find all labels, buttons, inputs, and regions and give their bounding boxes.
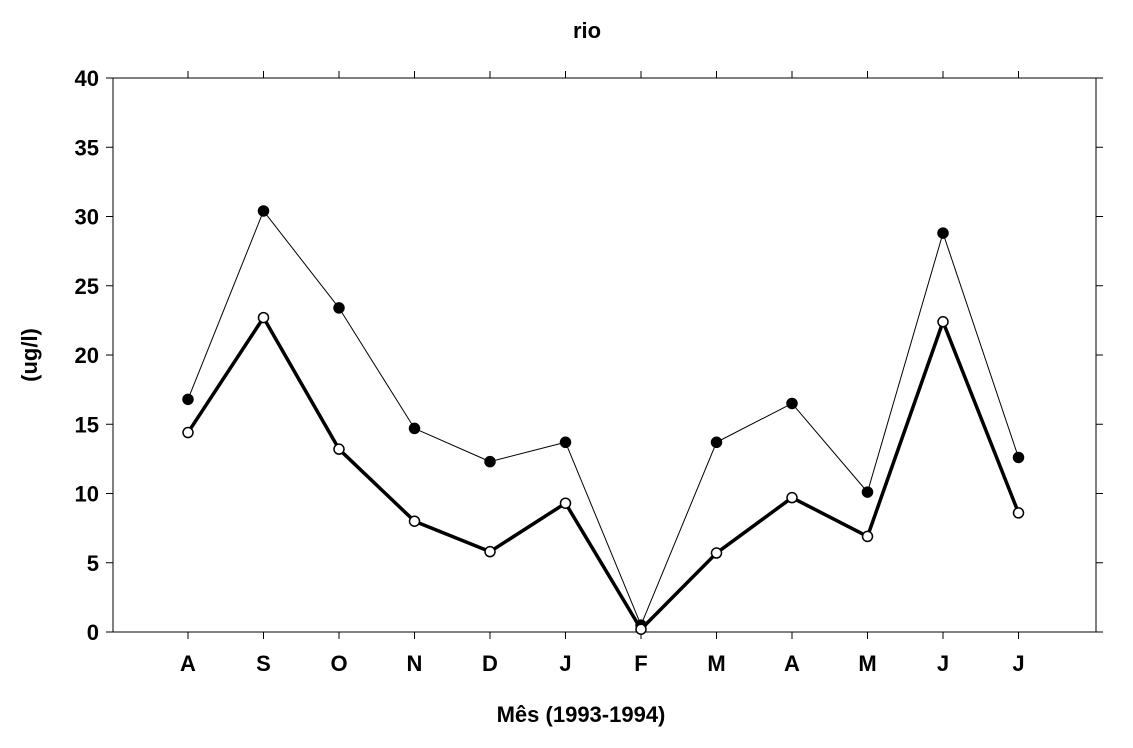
y-tick-label: 25 <box>75 274 99 299</box>
x-tick-label: A <box>784 651 800 676</box>
series-2-point <box>1012 507 1025 519</box>
series-1-point <box>710 436 723 449</box>
series-1-point <box>257 205 270 217</box>
series-group <box>182 205 1025 635</box>
plot-frame <box>112 77 1097 633</box>
y-tick-label: 35 <box>75 135 99 160</box>
series-1-point <box>937 227 949 239</box>
series-1-point <box>182 393 194 406</box>
series-2-point <box>861 530 874 543</box>
x-axis-label: Mês (1993-1994) <box>497 702 666 727</box>
series-2-point <box>937 316 949 328</box>
series-2-point <box>484 545 496 558</box>
chart-title: rio <box>573 18 601 43</box>
series-1-point <box>1012 451 1025 464</box>
y-axis-label: (ug/l) <box>17 328 42 382</box>
series-1 <box>182 205 1025 631</box>
x-tick-label: J <box>559 651 571 676</box>
x-tick-label: D <box>482 651 498 676</box>
x-tick-label: J <box>937 651 949 676</box>
x-tick-label: O <box>330 651 347 676</box>
series-2-point <box>786 491 798 504</box>
plot-border <box>112 77 1097 633</box>
series-2-point <box>257 311 270 324</box>
x-tick-label: J <box>1012 651 1024 676</box>
series-1-point <box>559 436 572 449</box>
series-2 <box>182 311 1025 635</box>
x-tick-label: A <box>180 651 196 676</box>
series-1-point <box>786 397 798 410</box>
series-2-point <box>333 443 345 455</box>
series-1-point <box>408 422 421 435</box>
y-tick-label: 30 <box>75 205 99 230</box>
x-tick-label: N <box>407 651 423 676</box>
y-tick-label: 40 <box>75 66 99 91</box>
series-2-line <box>186 315 1021 631</box>
series-2-point <box>408 515 421 527</box>
y-axis: 0 5 10 15 20 25 30 35 40 <box>75 66 1103 645</box>
series-2-point <box>710 547 723 559</box>
x-tick-label: S <box>256 651 271 676</box>
series-2-point <box>182 426 194 439</box>
y-tick-label: 20 <box>75 343 99 368</box>
x-tick-label: M <box>707 651 725 676</box>
y-tick-label: 0 <box>87 620 99 645</box>
series-1-point <box>861 486 874 498</box>
series-1-point <box>333 302 345 314</box>
x-tick-label: M <box>858 651 876 676</box>
series-2-point <box>635 623 647 635</box>
series-1-line <box>187 210 1019 626</box>
y-tick-label: 10 <box>75 482 99 507</box>
y-tick-label: 15 <box>75 412 99 437</box>
series-1-point <box>484 455 496 468</box>
y-tick-label: 5 <box>87 551 99 576</box>
series-2-point <box>559 497 572 509</box>
x-tick-label: F <box>634 651 647 676</box>
